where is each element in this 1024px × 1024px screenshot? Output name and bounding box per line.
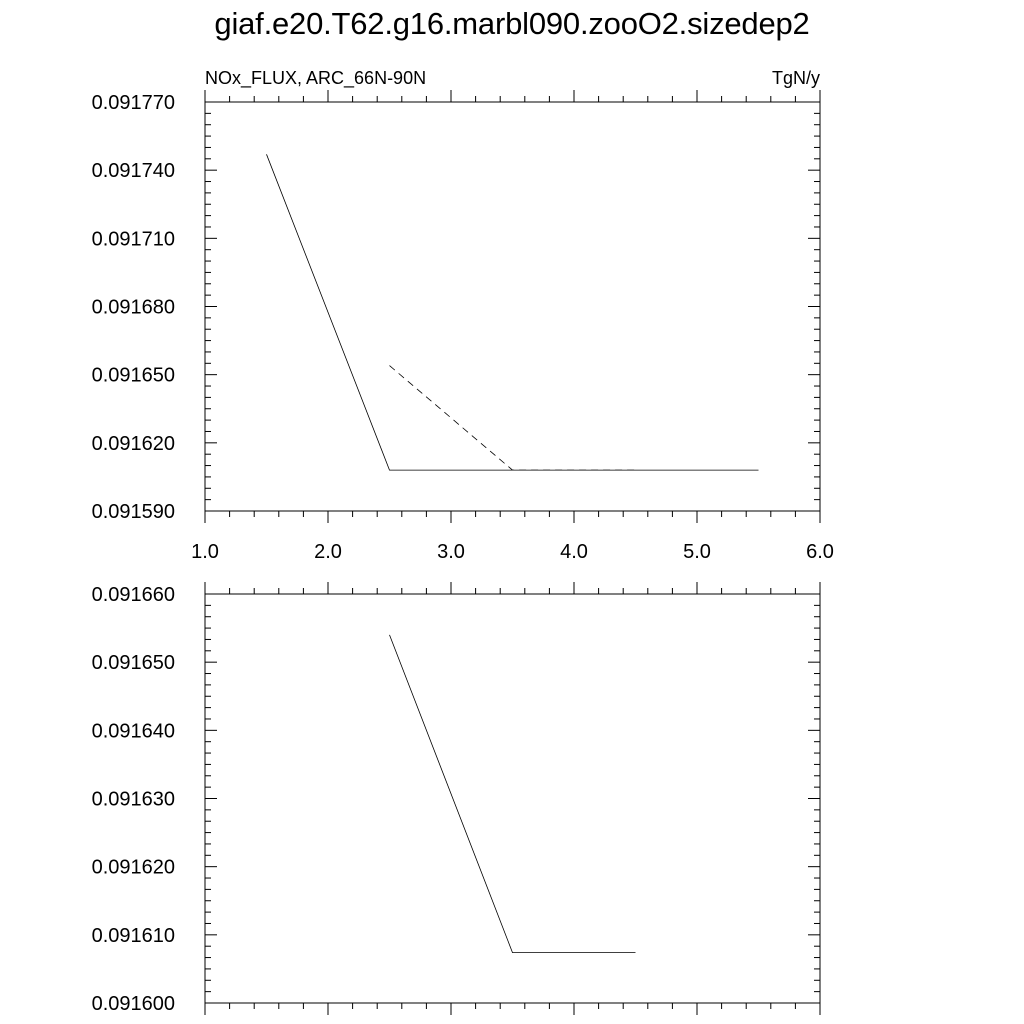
y-tick-label: 0.091710 [92,228,175,250]
series-line-0-1 [389,365,636,471]
y-tick-label: 0.091770 [92,92,175,114]
plot-frame-0 [204,101,821,512]
x-tick-label: 5.0 [683,541,711,563]
y-tick-label: 0.091650 [92,652,175,674]
y-tick-label: 0.091630 [92,789,175,811]
x-tick-label: 6.0 [806,541,834,563]
page-title: giaf.e20.T62.g16.marbl090.zooO2.sizedep2 [214,6,810,41]
x-tick-label: 4.0 [560,541,588,563]
y-tick-label: 0.091680 [92,297,175,319]
y-tick-label: 0.091660 [92,584,175,606]
series-line-1-0 [389,634,636,953]
plot-frame-1 [204,593,821,1004]
y-tick-label: 0.091740 [92,160,175,182]
series-line-0-0 [266,154,759,471]
right-string: TgN/y [772,68,820,88]
y-tick-label: 0.091640 [92,720,175,742]
y-tick-label: 0.091620 [92,857,175,879]
y-tick-label: 0.091590 [92,501,175,523]
left-string: NOx_FLUX, ARC_66N-90N [205,68,426,89]
y-tick-label: 0.091610 [92,925,175,947]
x-tick-label: 1.0 [191,541,219,563]
y-tick-label: 0.091600 [92,993,175,1015]
x-tick-label: 2.0 [314,541,342,563]
y-tick-label: 0.091620 [92,433,175,455]
y-tick-label: 0.091650 [92,365,175,387]
x-tick-label: 3.0 [437,541,465,563]
